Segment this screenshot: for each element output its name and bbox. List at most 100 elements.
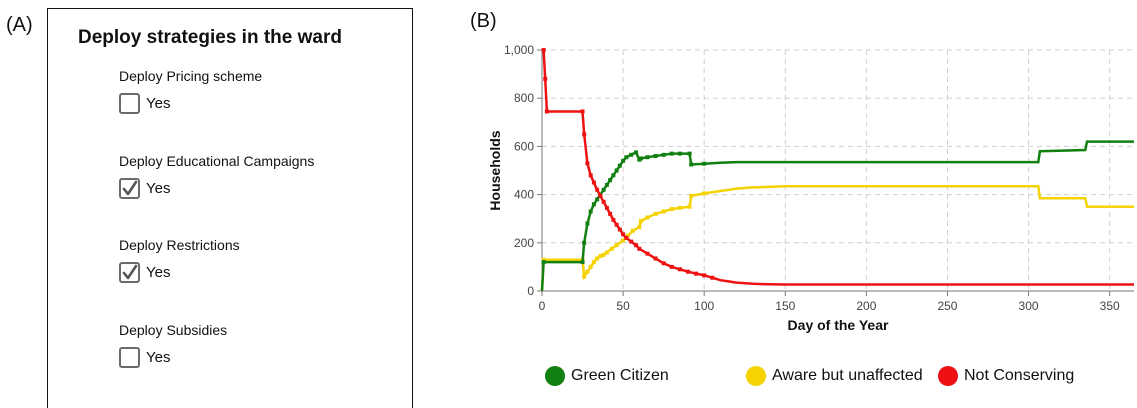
x-tick-label: 200 bbox=[856, 299, 876, 313]
y-tick-label: 0 bbox=[527, 284, 534, 298]
data-point bbox=[661, 261, 666, 266]
data-point bbox=[694, 271, 699, 276]
data-point bbox=[598, 254, 603, 259]
y-tick-label: 400 bbox=[514, 188, 534, 202]
legend-item-not-conserving[interactable]: Not Conserving bbox=[938, 366, 1074, 386]
checkmark-icon bbox=[122, 180, 138, 196]
checkbox-pricing[interactable] bbox=[119, 93, 140, 114]
data-point bbox=[608, 211, 613, 216]
data-point bbox=[669, 151, 674, 156]
data-point bbox=[687, 151, 692, 156]
series-line-green-citizen bbox=[540, 140, 1134, 292]
strategy-pricing: Deploy Pricing scheme Yes bbox=[119, 68, 262, 114]
data-point bbox=[595, 187, 600, 192]
data-point bbox=[595, 197, 600, 202]
data-point bbox=[653, 256, 658, 261]
data-point bbox=[541, 257, 546, 262]
data-point bbox=[591, 260, 596, 265]
legend-marker-green bbox=[545, 366, 565, 386]
strategy-subsidies: Deploy Subsidies Yes bbox=[119, 322, 227, 368]
data-point bbox=[617, 227, 622, 232]
option-label: Yes bbox=[146, 349, 171, 366]
data-point bbox=[677, 267, 682, 272]
data-point bbox=[541, 48, 546, 52]
data-point bbox=[585, 221, 590, 226]
option-educational-yes[interactable]: Yes bbox=[119, 178, 314, 199]
data-point bbox=[689, 162, 694, 167]
data-point bbox=[702, 191, 707, 196]
data-point bbox=[543, 76, 548, 81]
legend-item-green-citizen[interactable]: Green Citizen bbox=[545, 366, 669, 386]
option-label: Yes bbox=[146, 95, 171, 112]
checkbox-subsidies[interactable] bbox=[119, 347, 140, 368]
chart-legend: Green Citizen Aware but unaffected Not C… bbox=[545, 366, 1125, 390]
data-point bbox=[588, 209, 593, 214]
data-point bbox=[611, 173, 616, 178]
x-tick-label: 50 bbox=[616, 299, 630, 313]
data-point bbox=[638, 156, 643, 161]
data-point bbox=[702, 161, 707, 166]
data-point bbox=[588, 173, 593, 178]
data-point bbox=[591, 180, 596, 185]
x-tick-label: 150 bbox=[775, 299, 795, 313]
data-point bbox=[614, 243, 619, 248]
data-point bbox=[645, 155, 650, 160]
checkbox-educational[interactable] bbox=[119, 178, 140, 199]
data-point bbox=[669, 264, 674, 269]
x-tick-label: 250 bbox=[937, 299, 957, 313]
strategy-panel: Deploy strategies in the ward Deploy Pri… bbox=[47, 8, 413, 408]
data-point bbox=[710, 275, 715, 280]
x-tick-label: 100 bbox=[694, 299, 714, 313]
data-point bbox=[585, 269, 590, 274]
data-point bbox=[608, 178, 613, 183]
data-point bbox=[591, 202, 596, 207]
data-point bbox=[702, 273, 707, 278]
data-point bbox=[621, 238, 626, 243]
strategy-restrictions: Deploy Restrictions Yes bbox=[119, 237, 240, 283]
data-point bbox=[621, 158, 626, 163]
checkbox-restrictions[interactable] bbox=[119, 262, 140, 283]
data-point bbox=[634, 150, 639, 155]
data-point bbox=[617, 163, 622, 168]
data-point bbox=[629, 152, 634, 157]
data-point bbox=[677, 151, 682, 156]
data-point bbox=[604, 250, 609, 255]
option-pricing-yes[interactable]: Yes bbox=[119, 93, 262, 114]
series-line-aware-but-unaffected bbox=[540, 184, 1134, 292]
data-point bbox=[614, 222, 619, 227]
legend-item-aware[interactable]: Aware but unaffected bbox=[746, 366, 923, 386]
y-tick-label: 800 bbox=[514, 91, 534, 105]
data-point bbox=[687, 204, 692, 209]
data-point bbox=[630, 228, 635, 233]
data-point bbox=[580, 260, 585, 265]
data-point bbox=[638, 219, 643, 224]
x-tick-label: 350 bbox=[1100, 299, 1120, 313]
data-point bbox=[677, 205, 682, 210]
data-point bbox=[661, 209, 666, 214]
y-tick-label: 600 bbox=[514, 139, 534, 153]
data-point bbox=[669, 207, 674, 212]
legend-marker-yellow bbox=[746, 366, 766, 386]
data-point bbox=[625, 233, 630, 238]
y-tick-label: 1,000 bbox=[504, 43, 534, 57]
strategy-label-subsidies: Deploy Subsidies bbox=[119, 322, 228, 338]
data-point bbox=[629, 239, 634, 244]
data-point bbox=[653, 154, 658, 159]
data-point bbox=[582, 274, 587, 279]
series-line-not-conserving bbox=[542, 48, 1134, 286]
option-restrictions-yes[interactable]: Yes bbox=[119, 262, 240, 283]
data-point bbox=[598, 193, 603, 198]
data-point bbox=[601, 252, 606, 257]
data-point bbox=[582, 240, 587, 245]
data-point bbox=[604, 205, 609, 210]
data-point bbox=[653, 211, 658, 216]
data-point bbox=[614, 168, 619, 173]
x-tick-label: 0 bbox=[539, 299, 546, 313]
option-subsidies-yes[interactable]: Yes bbox=[119, 347, 227, 368]
data-point bbox=[582, 132, 587, 137]
x-axis-title: Day of the Year bbox=[788, 317, 889, 333]
legend-label: Green Citizen bbox=[571, 367, 669, 384]
data-point bbox=[624, 155, 629, 160]
data-point bbox=[645, 215, 650, 220]
x-tick-label: 300 bbox=[1019, 299, 1039, 313]
